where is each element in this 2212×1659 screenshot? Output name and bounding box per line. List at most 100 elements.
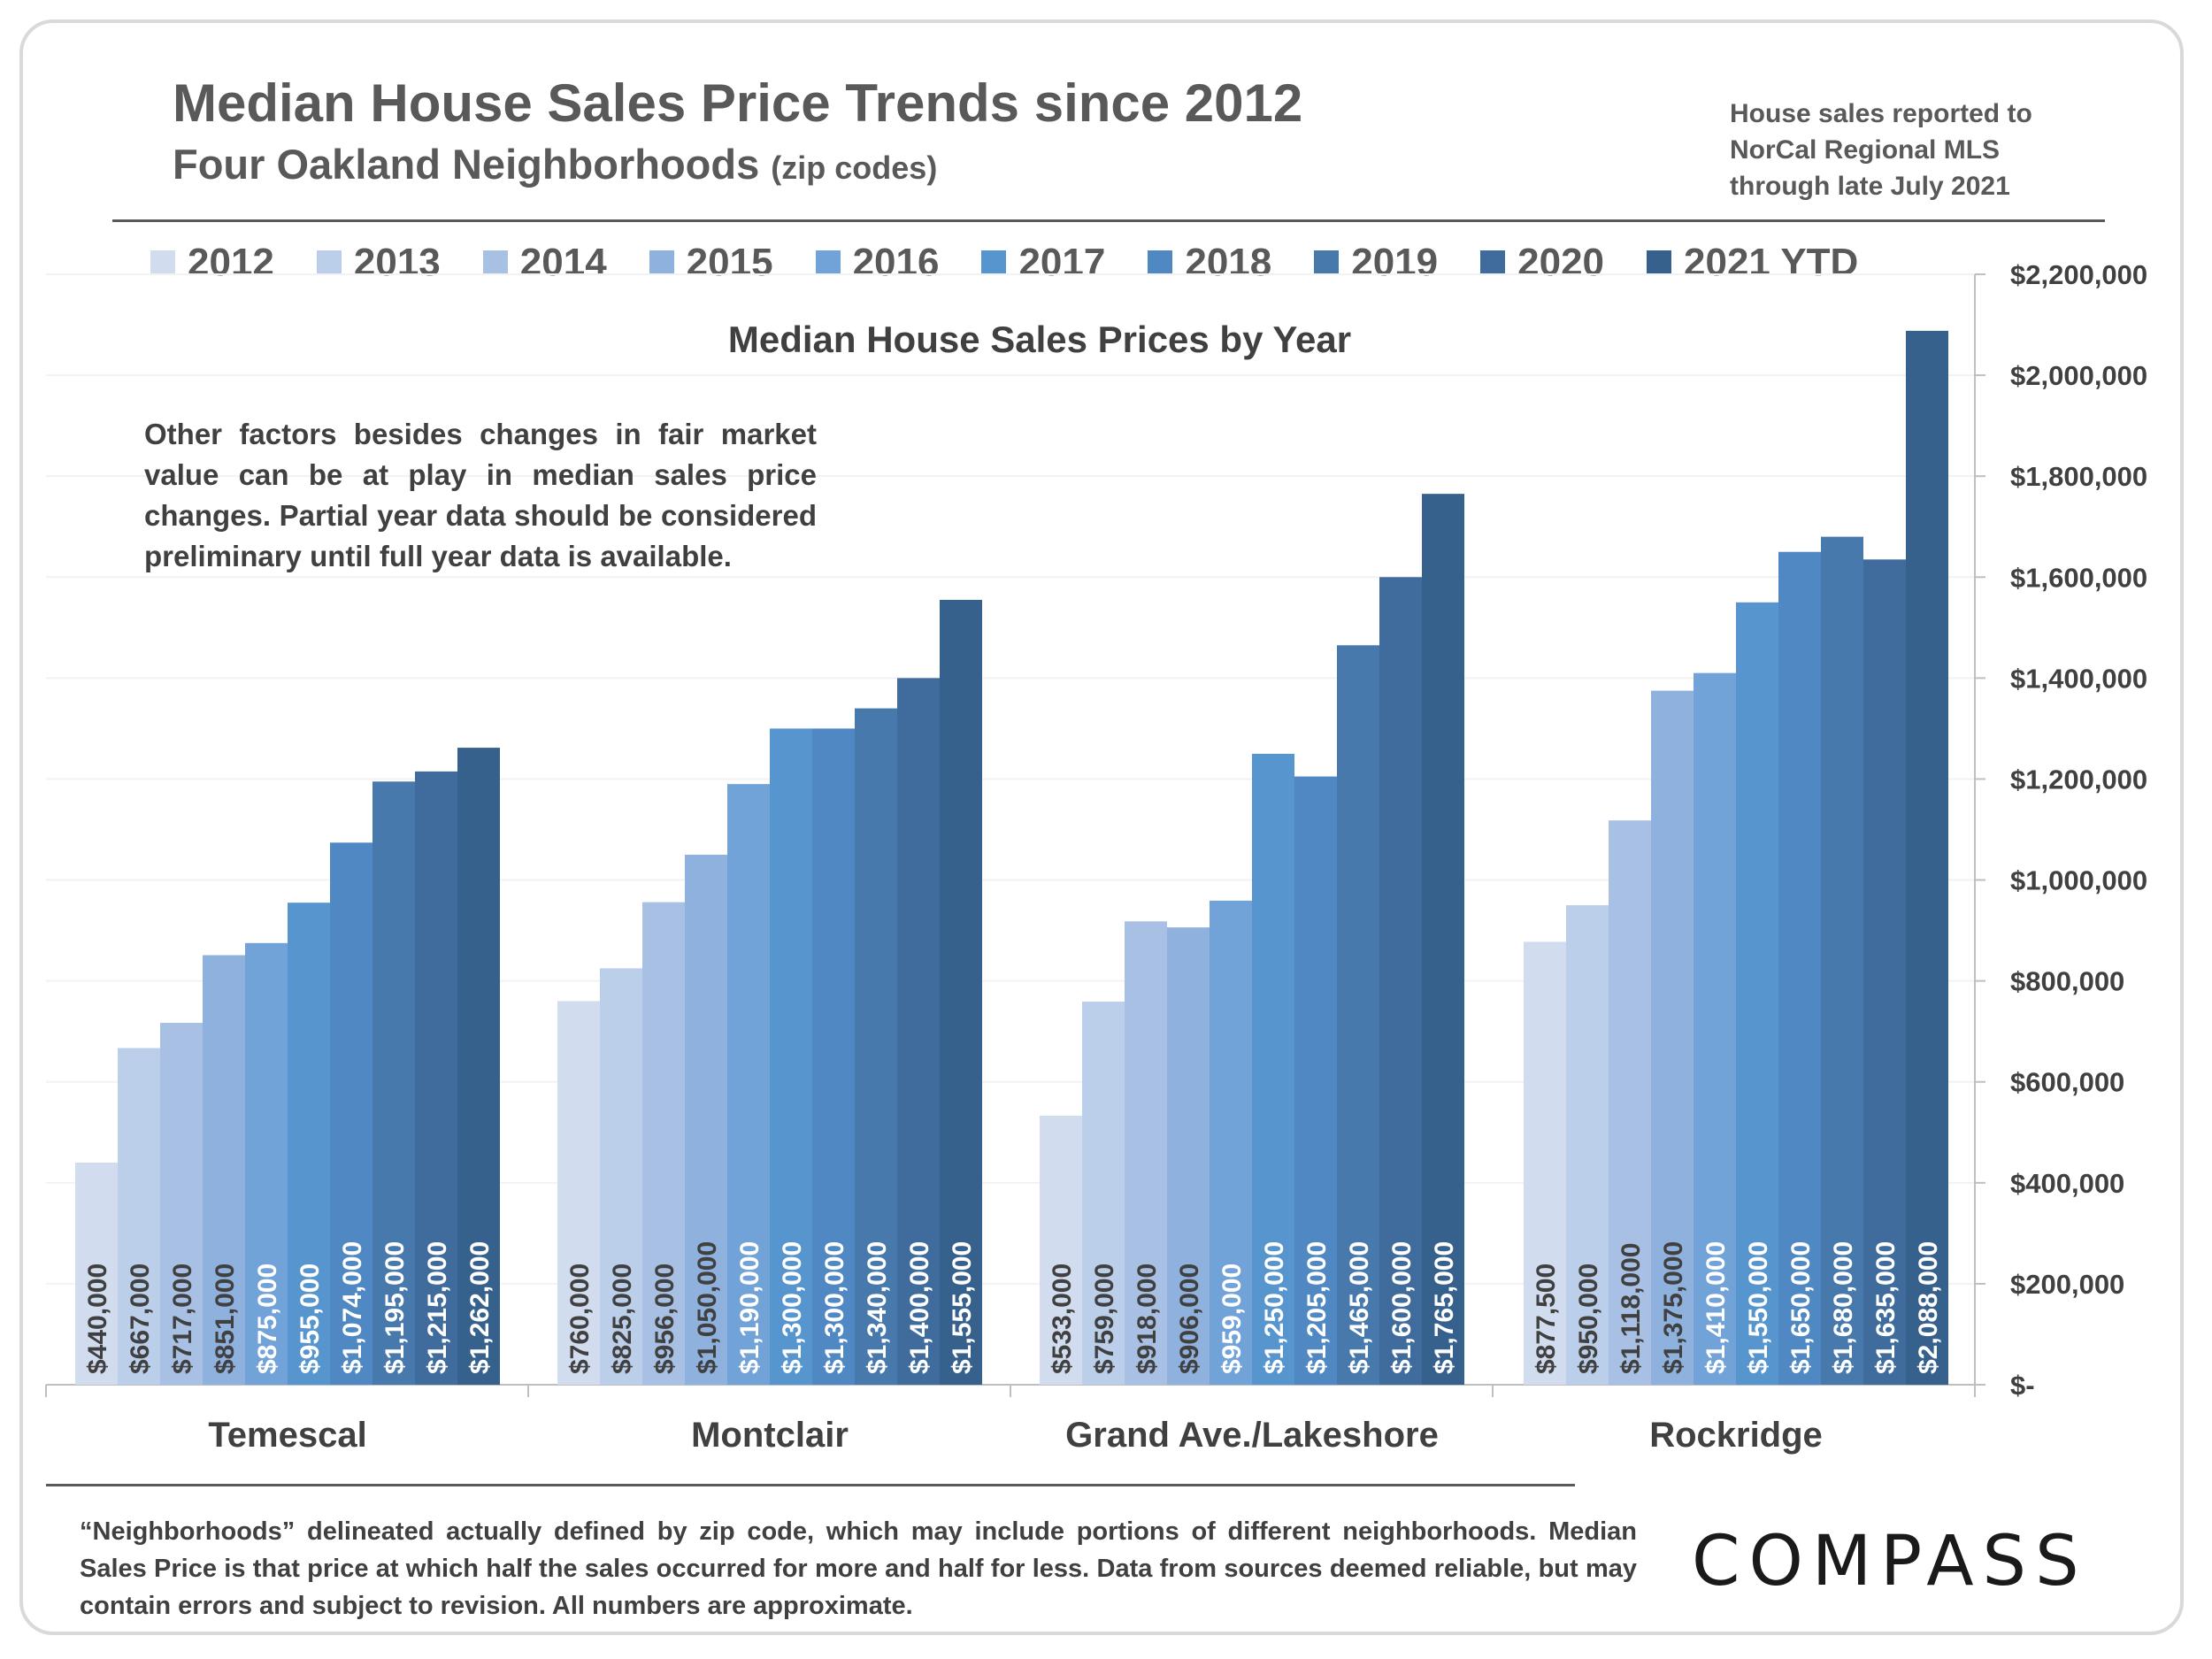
legend-swatch — [482, 250, 508, 275]
bar-value-label: $760,000 — [565, 1263, 595, 1374]
source-note: House sales reported to NorCal Regional … — [1730, 99, 2032, 201]
bar — [1082, 1002, 1125, 1385]
bar — [118, 1048, 160, 1385]
bar — [415, 771, 457, 1385]
bar — [1167, 927, 1210, 1385]
bar-value-label: $950,000 — [1574, 1263, 1603, 1374]
legend-swatch — [1647, 250, 1672, 275]
y-tick-label: $1,400,000 — [2010, 663, 2147, 694]
bar-value-label: $918,000 — [1133, 1263, 1162, 1374]
y-tick-label: $1,800,000 — [2010, 461, 2147, 492]
bar-value-label: $825,000 — [608, 1263, 637, 1374]
bar-value-label: $1,262,000 — [465, 1241, 495, 1374]
bar-value-label: $1,300,000 — [820, 1241, 849, 1374]
y-tick-label: $2,000,000 — [2010, 360, 2147, 391]
legend-item: 2021 YTD — [1647, 241, 1858, 285]
legend-label: 2019 — [1351, 241, 1439, 284]
bar — [1694, 672, 1736, 1385]
legend-swatch — [150, 250, 175, 275]
bar — [1863, 559, 1906, 1385]
bar — [1524, 941, 1566, 1385]
bar — [1651, 690, 1694, 1385]
page-subtitle: Four Oakland Neighborhoods (zip codes) — [173, 140, 937, 188]
legend-swatch — [1314, 250, 1340, 275]
bar-value-label: $1,400,000 — [905, 1241, 934, 1374]
bar-value-label: $1,375,000 — [1659, 1241, 1688, 1374]
bar-value-label: $1,550,000 — [1744, 1241, 1773, 1374]
bar — [1906, 330, 1948, 1386]
bar — [770, 728, 812, 1385]
legend-item: 2018 — [1148, 241, 1271, 285]
legend-item: 2019 — [1314, 241, 1438, 285]
bar-value-label: $1,410,000 — [1701, 1241, 1731, 1374]
bar — [1337, 645, 1379, 1385]
bar-value-label: $759,000 — [1090, 1263, 1119, 1374]
bar-value-label: $877,500 — [1532, 1263, 1561, 1374]
y-tick-label: $1,600,000 — [2010, 562, 2147, 593]
bar — [1736, 602, 1778, 1385]
legend-label: 2021 YTD — [1684, 241, 1859, 284]
chart-legend: 2012 2013 2014 2015 2016 2017 2018 2019 2020 2021… — [150, 241, 1901, 285]
bar-value-label: $1,340,000 — [863, 1241, 892, 1374]
legend-label: 2018 — [1185, 241, 1272, 284]
footnote-text: “Neighborhoods” delineated actually defi… — [80, 1517, 1637, 1620]
bar-value-label: $875,000 — [253, 1263, 282, 1374]
bar-value-label: $1,635,000 — [1871, 1241, 1901, 1374]
legend-item: 2014 — [482, 241, 607, 285]
bar-value-label: $906,000 — [1175, 1263, 1204, 1374]
legend-item: 2017 — [981, 241, 1105, 285]
bar — [245, 942, 288, 1385]
x-category-label: Rockridge — [1649, 1416, 1823, 1455]
bar — [855, 708, 897, 1385]
bar-value-label: $1,190,000 — [735, 1241, 764, 1374]
bar — [600, 968, 642, 1385]
bar-value-label: $1,300,000 — [778, 1241, 807, 1374]
disclaimer-text: Other factors besides changes in fair ma… — [144, 418, 817, 572]
bar — [1422, 494, 1464, 1385]
legend-item: 2016 — [815, 241, 939, 285]
bar — [457, 748, 500, 1385]
bar-value-label: $1,118,000 — [1617, 1243, 1646, 1375]
card-frame — [19, 19, 2184, 1635]
bar — [642, 902, 685, 1385]
legend-item: 2020 — [1480, 241, 1604, 285]
bar-value-label: $851,000 — [211, 1263, 240, 1374]
bar-value-label: $1,074,000 — [338, 1241, 367, 1374]
subtitle-small: (zip codes) — [771, 150, 938, 186]
bar — [203, 955, 245, 1385]
bar — [373, 781, 415, 1385]
footer-divider — [46, 1484, 1575, 1486]
chart-title: Median House Sales Prices by Year — [727, 319, 1352, 360]
legend-item: 2015 — [649, 241, 773, 285]
legend-swatch — [981, 250, 1007, 275]
bar — [160, 1022, 203, 1385]
bar-value-label: $1,650,000 — [1786, 1241, 1816, 1374]
bar — [1040, 1115, 1082, 1385]
legend-label: 2015 — [686, 241, 773, 284]
legend-swatch — [815, 250, 841, 275]
subtitle-main: Four Oakland Neighborhoods — [173, 141, 760, 188]
compass-logo: COMPASS — [1692, 1522, 2088, 1601]
header-divider — [112, 219, 2105, 222]
y-tick-label: $400,000 — [2010, 1168, 2124, 1199]
bar-value-label: $2,088,000 — [1914, 1241, 1943, 1374]
bar-value-label: $1,465,000 — [1345, 1241, 1374, 1374]
bar — [1125, 921, 1167, 1385]
legend-swatch — [649, 250, 674, 275]
legend-label: 2014 — [519, 241, 607, 284]
bar — [557, 1001, 600, 1385]
legend-swatch — [1480, 250, 1506, 275]
y-tick-label: $2,200,000 — [2010, 259, 2147, 290]
bar-value-label: $1,050,000 — [693, 1241, 722, 1374]
legend-label: 2017 — [1018, 241, 1106, 284]
bar — [75, 1163, 118, 1385]
x-category-label: Montclair — [691, 1416, 849, 1455]
bar — [897, 678, 940, 1385]
bar-value-label: $1,215,000 — [423, 1241, 452, 1374]
bar-value-label: $667,000 — [126, 1263, 155, 1374]
legend-label: 2020 — [1517, 241, 1605, 284]
bar-value-label: $1,205,000 — [1302, 1241, 1332, 1374]
y-tick-label: $- — [2010, 1370, 2035, 1401]
bar — [1252, 753, 1294, 1385]
bar-value-label: $1,765,000 — [1430, 1241, 1459, 1374]
